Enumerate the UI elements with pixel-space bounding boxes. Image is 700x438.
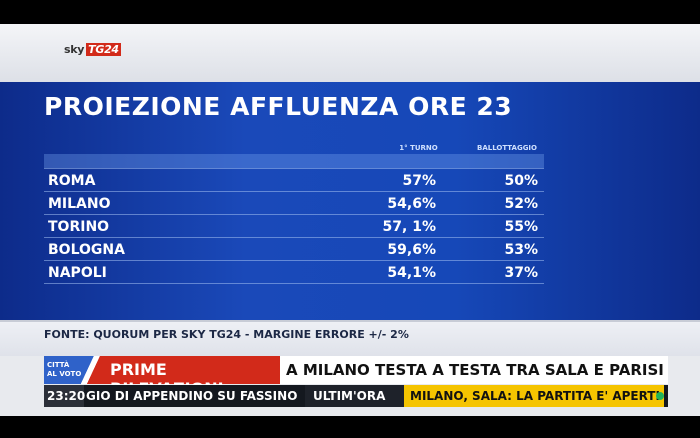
- panel-title: PROIEZIONE AFFLUENZA ORE 23: [44, 92, 513, 121]
- results-table: ROMA 57% 50% MILANO 54,6% 52% TORINO 57,…: [44, 154, 544, 284]
- citta-al-voto-badge: CITTÀ AL VOTO: [44, 356, 104, 384]
- city-name: ROMA: [48, 173, 96, 189]
- turnout-first-round: 54,6%: [387, 196, 436, 212]
- broadcast-screen: sky TG24 PROIEZIONE AFFLUENZA ORE 23 1° T…: [0, 24, 700, 416]
- turnout-first-round: 54,1%: [387, 265, 436, 281]
- city-name: BOLOGNA: [48, 242, 125, 258]
- ticker-headline-text: A MILANO TESTA A TESTA TRA SALA E PARISI: [286, 361, 664, 379]
- header-band: [44, 154, 544, 168]
- turnout-runoff: 37%: [504, 265, 538, 281]
- turnout-runoff: 50%: [504, 173, 538, 189]
- table-row: NAPOLI 54,1% 37%: [44, 261, 544, 284]
- column-header-ballottaggio: BALLOTTAGGIO: [476, 144, 537, 152]
- ticker-label: PRIME RILEVAZIONI: [104, 356, 280, 398]
- logo-tg24: TG24: [86, 43, 121, 56]
- column-header-1-turno: 1° TURNO: [399, 144, 438, 152]
- turnout-first-round: 57, 1%: [382, 219, 436, 235]
- news-ticker: CITTÀ AL VOTO PRIME RILEVAZIONI A MILANO…: [44, 356, 668, 398]
- turnout-runoff: 52%: [504, 196, 538, 212]
- clock: 23:20: [44, 385, 86, 407]
- skytg24-logo: sky TG24: [64, 43, 121, 56]
- table-row: MILANO 54,6% 52%: [44, 192, 544, 215]
- table-row: BOLOGNA 59,6% 53%: [44, 238, 544, 261]
- city-name: NAPOLI: [48, 265, 107, 281]
- top-bar: sky TG24: [0, 24, 700, 82]
- logo-sky: sky: [64, 43, 85, 56]
- source-text: FONTE: QUORUM PER SKY TG24 - MARGINE ERR…: [44, 328, 409, 341]
- badge-line-2: AL VOTO: [47, 370, 82, 378]
- source-bar: FONTE: QUORUM PER SKY TG24 - MARGINE ERR…: [0, 320, 700, 356]
- ultimora-text: ULTIM'ORA: [313, 389, 386, 403]
- crawl-text-2: MILANO, SALA: LA PARTITA E' APERTI: [410, 389, 660, 403]
- city-name: TORINO: [48, 219, 110, 235]
- breaking-strip: MILANO, SALA: LA PARTITA E' APERTI: [404, 385, 664, 407]
- live-dot-icon: [656, 392, 664, 400]
- clock-time: 23:20: [47, 389, 86, 403]
- turnout-first-round: 57%: [402, 173, 436, 189]
- crawl-text-1: GIO DI APPENDINO SU FASSINO: [86, 389, 298, 403]
- turnout-runoff: 53%: [504, 242, 538, 258]
- ultimora-label: ULTIM'ORA: [305, 385, 405, 407]
- turnout-first-round: 59,6%: [387, 242, 436, 258]
- city-name: MILANO: [48, 196, 111, 212]
- turnout-runoff: 55%: [504, 219, 538, 235]
- table-row: TORINO 57, 1% 55%: [44, 215, 544, 238]
- badge-line-1: CITTÀ: [47, 361, 70, 369]
- table-row: ROMA 57% 50%: [44, 169, 544, 192]
- news-crawl: 23:20 GIO DI APPENDINO SU FASSINO ULTIM'…: [44, 385, 668, 407]
- flag-stripe-icon: [81, 356, 104, 384]
- results-panel: PROIEZIONE AFFLUENZA ORE 23 1° TURNO BAL…: [0, 82, 700, 320]
- ticker-headline: A MILANO TESTA A TESTA TRA SALA E PARISI: [280, 356, 668, 384]
